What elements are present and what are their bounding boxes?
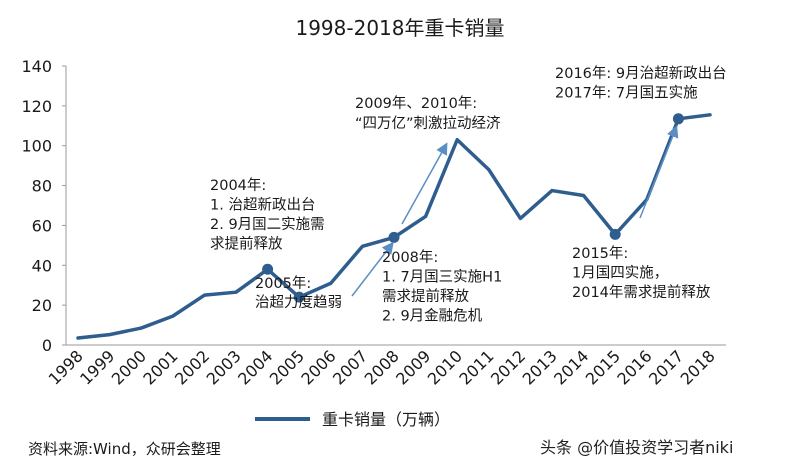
x-tick-label: 2006	[297, 346, 339, 388]
x-tick-label: 1999	[76, 346, 118, 388]
x-tick-label: 2005	[266, 346, 308, 388]
annotation-text: 1. 7月国三实施H1	[382, 269, 502, 286]
annotation-text: 治超力度趋弱	[255, 294, 342, 311]
x-tick-label: 2015	[582, 346, 624, 388]
y-tick-label: 140	[21, 57, 52, 76]
annotation-text: 2. 9月金融危机	[382, 308, 483, 325]
x-tick-label: 2007	[329, 346, 371, 388]
annotation-text: 需求提前释放	[382, 288, 469, 305]
y-tick-label: 40	[32, 256, 52, 275]
data-point-marker	[262, 263, 274, 275]
annotation-text: “四万亿”刺激拉动经济	[355, 115, 501, 132]
x-tick-label: 2018	[677, 346, 719, 388]
x-tick-label: 2016	[613, 346, 655, 388]
x-tick-label: 2012	[487, 346, 529, 388]
annotation-arrow	[639, 125, 679, 219]
annotation-text: 1月国四实施，	[572, 265, 668, 282]
annotation-text: 2. 9月国二实施需	[210, 216, 325, 233]
y-tick-label: 0	[42, 336, 52, 355]
x-tick-label: 2003	[203, 346, 245, 388]
x-tick-label: 2000	[108, 346, 150, 388]
annotation-text: 2014年需求提前释放	[572, 284, 711, 301]
annotation-text: 2004年:	[210, 177, 266, 194]
x-tick-label: 2010	[424, 346, 466, 388]
x-tick-label: 2008	[361, 346, 403, 388]
data-point-marker	[672, 113, 684, 125]
watermark: 头条 @价值投资学习者niki	[540, 438, 734, 457]
annotation-text: 2017年: 7月国五实施	[555, 85, 698, 102]
x-tick-label: 2013	[519, 346, 561, 388]
data-point-marker	[609, 228, 621, 240]
y-tick-label: 100	[21, 137, 52, 156]
source-note: 资料来源:Wind，众研会整理	[28, 440, 221, 458]
y-tick-label: 80	[32, 177, 52, 196]
annotation-text: 2016年: 9月治超新政出台	[555, 65, 727, 82]
chart-title: 1998-2018年重卡销量	[295, 16, 505, 40]
legend-label: 重卡销量（万辆）	[322, 410, 450, 429]
x-tick-label: 2017	[645, 346, 687, 388]
y-tick-label: 60	[32, 216, 52, 235]
x-tick-label: 2009	[392, 346, 434, 388]
annotation-text: 2005年:	[255, 275, 311, 292]
annotation-text: 1. 治超新政出台	[210, 197, 315, 214]
annotation-text: 2015年:	[572, 245, 628, 262]
x-tick-label: 2002	[171, 346, 213, 388]
annotation-arrow	[351, 241, 394, 297]
x-tick-label: 2001	[139, 346, 181, 388]
annotation-text: 求提前释放	[210, 236, 283, 253]
y-tick-label: 20	[32, 296, 52, 315]
annotation-arrow	[401, 142, 448, 225]
x-tick-label: 2004	[234, 346, 276, 388]
data-point-marker	[388, 231, 400, 243]
y-tick-label: 120	[21, 97, 52, 116]
x-tick-label: 2011	[455, 346, 497, 388]
x-tick-label: 2014	[550, 346, 592, 388]
annotation-text: 2009年、2010年:	[355, 95, 477, 112]
data-point-marker	[293, 291, 305, 303]
annotation-text: 2008年:	[382, 249, 438, 266]
